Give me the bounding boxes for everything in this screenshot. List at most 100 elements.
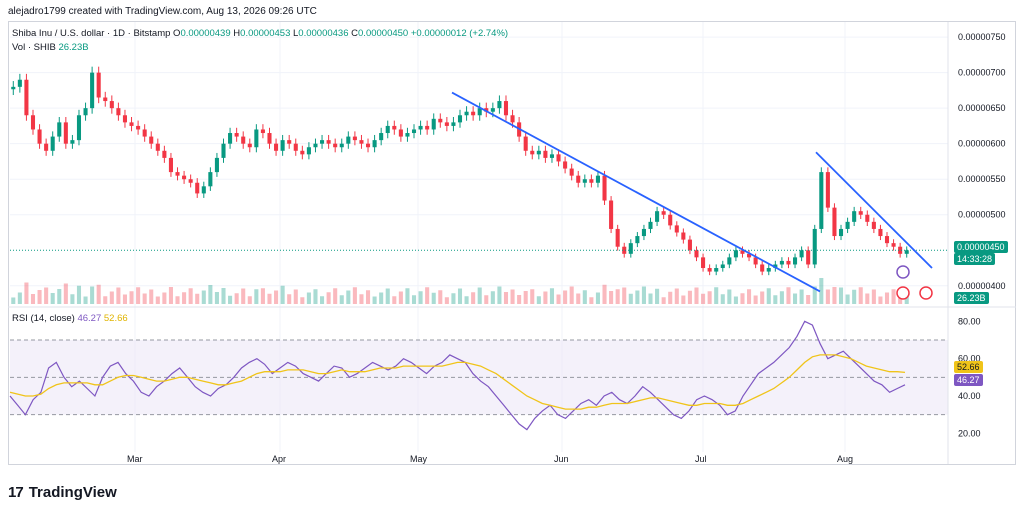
candle-body bbox=[11, 86, 16, 90]
x-axis-month-label: May bbox=[410, 454, 428, 464]
candle-body bbox=[464, 111, 469, 116]
candle-body bbox=[372, 140, 377, 148]
candle-body bbox=[63, 122, 68, 144]
volume-bar bbox=[628, 293, 633, 304]
countdown-tag: 14:33:28 bbox=[954, 253, 996, 265]
candle-body bbox=[747, 253, 752, 258]
candle-body bbox=[845, 221, 850, 229]
candle-body bbox=[30, 115, 36, 130]
volume-bar bbox=[727, 289, 732, 304]
volume-bar bbox=[503, 292, 509, 304]
volume-bar bbox=[819, 278, 824, 304]
candle-body bbox=[819, 172, 824, 229]
volume-bar bbox=[556, 294, 561, 304]
volume-bar bbox=[385, 288, 390, 304]
volume-bar bbox=[221, 288, 226, 304]
brand[interactable]: 17 TradingView bbox=[8, 484, 117, 501]
price-axis-tick: 0.00000600 bbox=[958, 139, 1006, 149]
volume-bar bbox=[83, 296, 88, 304]
volume-bar bbox=[234, 293, 239, 304]
volume-bar bbox=[195, 293, 200, 304]
candle-body bbox=[425, 125, 430, 130]
price-axis-tick: 0.00000650 bbox=[958, 103, 1006, 113]
volume-bar bbox=[352, 287, 357, 304]
candle-body bbox=[707, 268, 712, 272]
candle-body bbox=[103, 97, 108, 102]
candle-body bbox=[37, 129, 42, 144]
candle-body bbox=[438, 118, 443, 123]
candle-body bbox=[779, 260, 784, 265]
candle-body bbox=[109, 101, 114, 109]
rsi-legend: RSI (14, close) 46.27 52.66 bbox=[12, 313, 128, 324]
price-axis-tick: 0.00000500 bbox=[958, 210, 1006, 220]
volume-bar bbox=[661, 297, 666, 304]
candle-body bbox=[858, 211, 863, 215]
candle-body bbox=[543, 150, 548, 158]
candle-body bbox=[477, 108, 482, 116]
volume-bar bbox=[549, 288, 555, 304]
candle-body bbox=[90, 72, 95, 109]
volume-value: 26.23B bbox=[58, 42, 89, 53]
candle-body bbox=[24, 79, 29, 116]
high-key: H bbox=[233, 28, 241, 39]
volume-bar bbox=[398, 291, 403, 304]
candle-body bbox=[405, 133, 410, 137]
candle-body bbox=[904, 250, 909, 254]
candle-body bbox=[267, 133, 272, 144]
volume-bar bbox=[11, 297, 16, 304]
volume-bar bbox=[747, 289, 752, 304]
candle-body bbox=[155, 143, 160, 151]
rsi-label[interactable]: RSI (14, close) bbox=[12, 313, 75, 324]
candle-body bbox=[884, 236, 890, 244]
volume-bar bbox=[668, 291, 673, 304]
candle-body bbox=[365, 143, 371, 148]
candle-body bbox=[50, 136, 55, 151]
volume-bar bbox=[530, 289, 535, 304]
candle-body bbox=[602, 175, 607, 201]
volume-bar bbox=[260, 288, 265, 304]
candle-body bbox=[871, 221, 876, 229]
candle-body bbox=[306, 147, 311, 155]
candle-body bbox=[162, 150, 167, 158]
volume-bar bbox=[707, 291, 712, 304]
candle-body bbox=[569, 168, 574, 176]
candle-body bbox=[326, 140, 331, 144]
tradingview-logo-icon: 17 bbox=[8, 484, 24, 501]
volume-bar bbox=[733, 296, 738, 304]
candle-body bbox=[260, 129, 265, 134]
volume-bar bbox=[287, 294, 292, 304]
candle-body bbox=[379, 133, 384, 141]
candle-body bbox=[727, 257, 732, 265]
volume-bar bbox=[405, 288, 410, 304]
symbol-label[interactable]: Shiba Inu / U.S. dollar · 1D · Bitstamp bbox=[12, 28, 171, 39]
volume-bar bbox=[806, 295, 811, 304]
candle-body bbox=[346, 136, 351, 144]
candle-body bbox=[832, 207, 837, 237]
rsi-axis-tick: 80.00 bbox=[958, 316, 981, 326]
volume-bar bbox=[320, 296, 325, 304]
candle-body bbox=[852, 211, 857, 222]
volume-bar bbox=[674, 288, 679, 304]
volume-bar bbox=[694, 287, 699, 304]
x-axis-month-label: Mar bbox=[127, 454, 143, 464]
price-axis-tick: 0.00000700 bbox=[958, 68, 1006, 78]
volume-bar bbox=[122, 294, 127, 304]
volume-bar bbox=[411, 295, 417, 304]
rsi-ma-tag: 52.66 bbox=[954, 361, 983, 373]
candle-body bbox=[320, 140, 325, 144]
volume-bar bbox=[267, 293, 272, 304]
volume-bar bbox=[845, 294, 850, 304]
volume-label[interactable]: Vol · SHIB bbox=[12, 42, 56, 53]
volume-bar bbox=[116, 287, 121, 304]
close-key: C bbox=[351, 28, 359, 39]
volume-bar bbox=[477, 287, 482, 304]
volume-bar bbox=[589, 297, 594, 304]
volume-bar bbox=[825, 289, 830, 304]
volume-bar bbox=[313, 289, 318, 304]
trendline-secondary bbox=[815, 151, 933, 269]
volume-bar bbox=[379, 292, 384, 304]
change-value: +0.00000012 (+2.74%) bbox=[410, 28, 509, 39]
volume-bar bbox=[247, 296, 252, 304]
candle-body bbox=[70, 140, 75, 144]
